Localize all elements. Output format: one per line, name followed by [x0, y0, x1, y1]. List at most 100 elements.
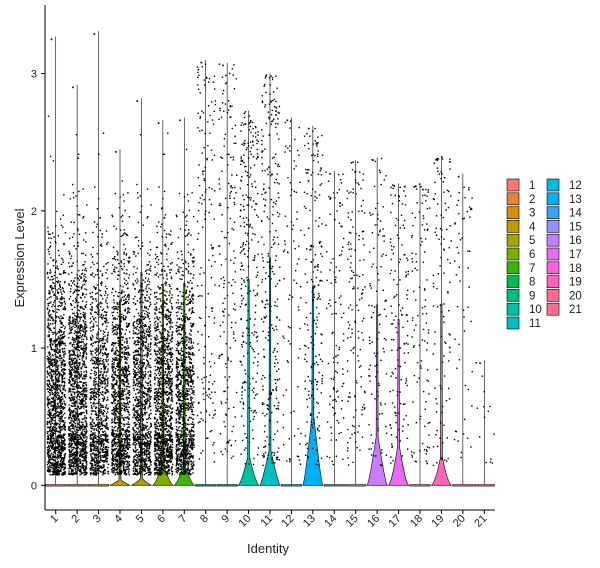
data-point	[68, 408, 71, 410]
data-point	[79, 441, 81, 443]
data-point	[48, 380, 51, 382]
data-point	[47, 413, 49, 416]
data-point	[79, 325, 82, 328]
data-point	[61, 402, 64, 405]
data-point	[120, 457, 123, 459]
data-point	[70, 366, 72, 368]
data-point	[69, 252, 71, 254]
data-point	[68, 473, 70, 476]
data-point	[114, 255, 116, 258]
data-point	[96, 363, 98, 365]
data-point	[48, 237, 50, 239]
data-point	[71, 367, 74, 370]
data-point	[78, 421, 80, 424]
data-point	[68, 378, 70, 381]
data-point	[113, 377, 116, 379]
data-point	[111, 402, 114, 405]
data-point	[127, 443, 130, 445]
data-point	[73, 358, 75, 360]
data-point	[62, 448, 64, 450]
data-point	[50, 435, 52, 438]
data-point	[55, 242, 57, 244]
data-point	[94, 473, 97, 476]
data-point	[107, 417, 109, 420]
data-point	[62, 474, 65, 476]
data-point	[70, 257, 72, 260]
data-point	[62, 214, 64, 216]
data-point	[61, 411, 63, 413]
data-point	[118, 442, 121, 445]
data-point	[126, 447, 128, 449]
data-point	[128, 274, 131, 276]
data-point	[95, 392, 97, 394]
data-point	[80, 393, 83, 395]
data-point	[50, 338, 53, 340]
data-point	[72, 461, 74, 464]
data-point	[120, 298, 122, 300]
data-point	[95, 457, 97, 459]
data-point	[68, 410, 71, 412]
data-point	[94, 424, 97, 426]
data-point	[126, 434, 129, 437]
data-point	[55, 438, 58, 440]
data-point	[63, 360, 66, 362]
data-point	[122, 449, 124, 451]
data-point	[53, 409, 55, 411]
data-point	[127, 364, 130, 367]
data-point	[61, 340, 63, 342]
data-point	[121, 459, 123, 462]
data-point	[70, 439, 72, 441]
data-point	[124, 361, 127, 363]
data-point	[106, 391, 109, 393]
data-point	[48, 442, 51, 445]
data-point	[73, 401, 75, 403]
data-point	[53, 358, 56, 361]
data-point	[58, 465, 60, 467]
data-point	[111, 350, 113, 352]
data-point	[83, 279, 86, 281]
data-point	[61, 375, 64, 377]
data-point	[72, 439, 75, 441]
data-point	[119, 471, 121, 474]
data-point	[53, 342, 55, 344]
data-point	[48, 438, 50, 440]
data-point	[126, 342, 128, 344]
data-point	[113, 270, 115, 273]
data-point	[114, 402, 116, 405]
data-point	[58, 385, 60, 387]
data-point	[55, 424, 58, 426]
data-point	[97, 197, 100, 200]
data-point	[79, 329, 82, 332]
data-point	[80, 401, 82, 404]
data-point	[92, 367, 95, 369]
data-point	[73, 453, 76, 456]
data-point	[71, 436, 73, 439]
data-point	[77, 316, 80, 318]
data-point	[92, 445, 95, 448]
data-point	[127, 374, 129, 376]
data-point	[68, 472, 70, 474]
data-point	[119, 433, 121, 435]
data-point	[55, 469, 58, 472]
data-point	[106, 277, 108, 280]
data-point	[111, 419, 113, 421]
data-point	[47, 401, 50, 404]
data-point	[79, 386, 81, 388]
data-point	[104, 348, 107, 351]
data-point	[72, 398, 74, 400]
data-point	[49, 426, 51, 429]
data-point	[119, 325, 121, 327]
data-point	[61, 342, 63, 345]
data-point	[52, 434, 55, 437]
data-point	[48, 444, 50, 447]
data-point	[98, 389, 101, 391]
data-point	[79, 307, 82, 309]
data-point	[105, 347, 107, 350]
data-point	[61, 361, 64, 364]
data-point	[82, 399, 85, 402]
data-point	[79, 396, 81, 398]
data-point	[111, 315, 114, 317]
data-point	[124, 358, 127, 360]
data-point	[73, 451, 75, 454]
data-point	[106, 457, 109, 460]
